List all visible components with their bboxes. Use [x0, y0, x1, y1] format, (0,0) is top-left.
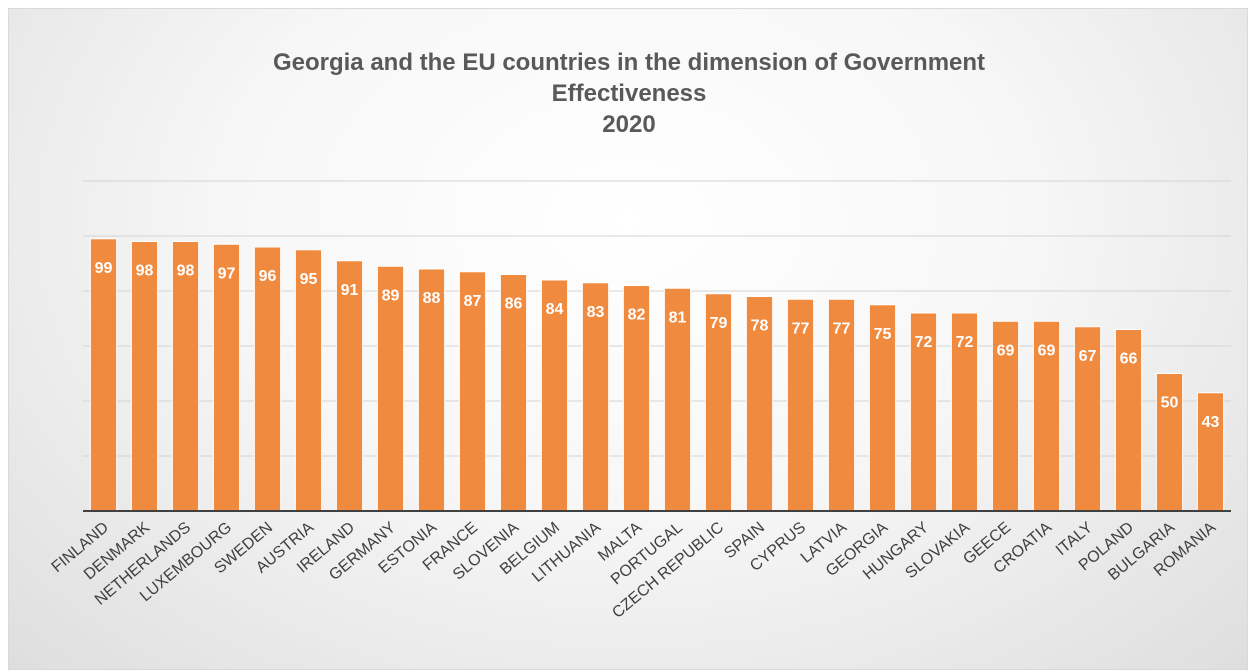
bar-value-label: 88 — [423, 290, 441, 307]
bar — [171, 241, 200, 512]
bar-value-label: 95 — [300, 271, 318, 288]
chart-frame: Georgia and the EU countries in the dime… — [8, 8, 1248, 670]
chart-title-line-1: Georgia and the EU countries in the dime… — [272, 49, 986, 76]
bar — [1114, 329, 1143, 512]
bar-value-label: 81 — [669, 309, 687, 326]
bar — [663, 287, 692, 512]
bar-value-label: 78 — [751, 318, 769, 335]
bar — [253, 246, 282, 512]
bar-value-label: 50 — [1161, 395, 1179, 412]
bar-value-label: 66 — [1120, 351, 1138, 368]
bar-value-label: 82 — [628, 307, 646, 324]
bar — [335, 260, 364, 512]
chart-title-line-2: Effectiveness — [551, 80, 707, 107]
bar-value-label: 69 — [1038, 342, 1056, 359]
bar-value-label: 87 — [464, 293, 482, 310]
bar-value-label: 72 — [956, 334, 974, 351]
bar — [786, 298, 815, 512]
bar-value-label: 67 — [1079, 348, 1097, 365]
bar — [294, 249, 323, 512]
chart-title-line-3: 2020 — [602, 111, 656, 138]
bar — [499, 274, 528, 512]
bar-value-label: 75 — [874, 326, 892, 343]
bar — [581, 282, 610, 512]
bar-chart-plot: 99FINLAND98DENMARK98NETHERLANDS97LUXEMBO… — [49, 180, 1231, 622]
bar — [458, 271, 487, 512]
bar — [212, 243, 241, 512]
bar — [827, 298, 856, 512]
bar — [1196, 392, 1225, 512]
bar-value-label: 77 — [833, 320, 851, 337]
bar-value-label: 69 — [997, 342, 1015, 359]
bar-value-label: 79 — [710, 315, 728, 332]
bar — [540, 279, 569, 512]
bar — [1155, 373, 1184, 512]
bar — [1032, 320, 1061, 512]
bar-value-label: 99 — [95, 260, 113, 277]
bar — [745, 296, 774, 512]
bar — [622, 285, 651, 512]
bar-value-label: 86 — [505, 296, 523, 313]
bar-value-label: 43 — [1202, 414, 1220, 431]
bar — [89, 238, 118, 512]
bar-value-label: 98 — [177, 263, 195, 280]
bar-value-label: 83 — [587, 304, 605, 321]
bar-value-label: 96 — [259, 268, 277, 285]
bar-value-label: 89 — [382, 287, 400, 304]
bar-value-label: 72 — [915, 334, 933, 351]
bar-value-label: 84 — [546, 301, 564, 318]
bar-value-label: 97 — [218, 265, 236, 282]
chart-title: Georgia and the EU countries in the dime… — [9, 47, 1249, 140]
bar-value-label: 98 — [136, 263, 154, 280]
bar — [417, 268, 446, 512]
bar-value-label: 77 — [792, 320, 810, 337]
bar — [909, 312, 938, 512]
bar-value-label: 91 — [341, 282, 359, 299]
bar — [130, 241, 159, 512]
